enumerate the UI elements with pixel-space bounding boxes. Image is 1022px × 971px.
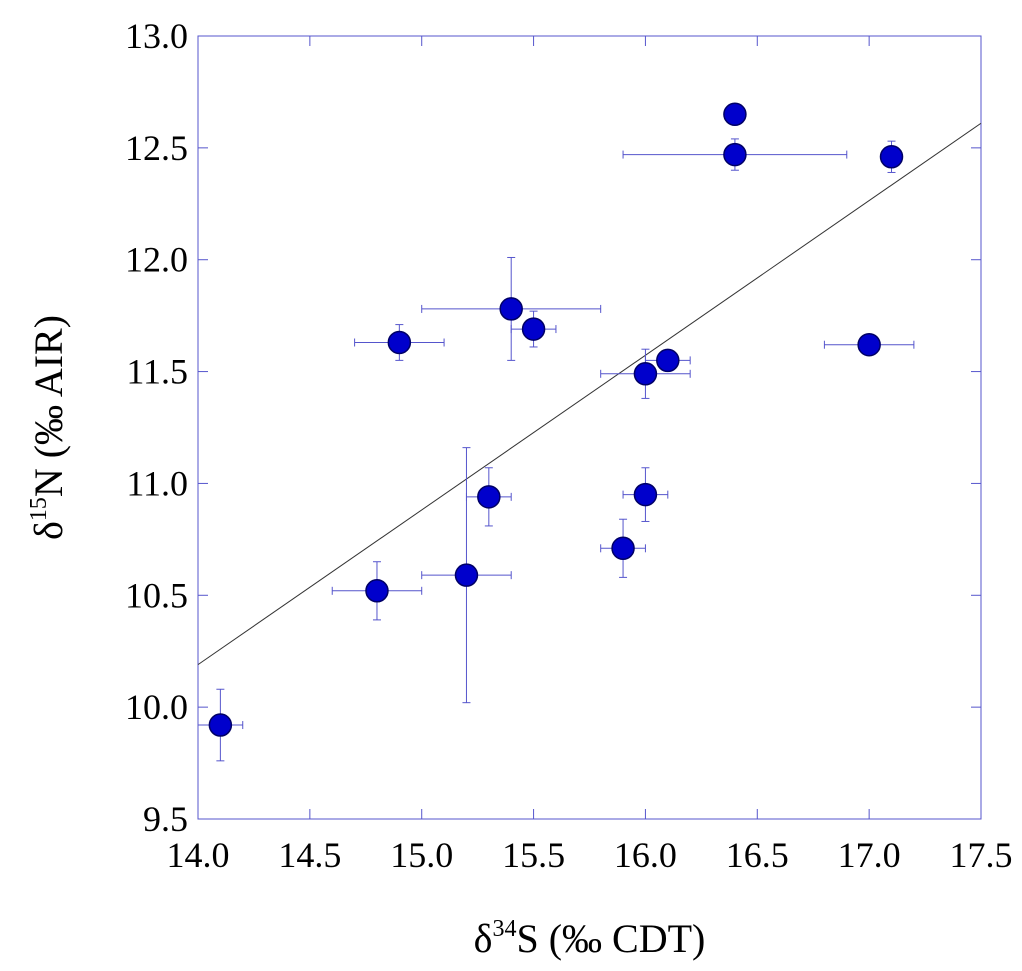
point — [656, 348, 680, 373]
plot-frame — [197, 35, 982, 820]
y-tick-label: 10.0 — [125, 687, 188, 727]
point — [611, 536, 635, 561]
x-tick-label: 16.0 — [614, 835, 677, 875]
point — [387, 330, 412, 355]
x-axis-label: δ34S (‰ CDT) — [474, 916, 706, 961]
y-tick-label: 12.0 — [125, 240, 188, 280]
y-tick-label: 9.5 — [143, 799, 188, 839]
y-tick-label: 11.0 — [126, 463, 188, 503]
x-tick-label: 14.5 — [278, 835, 341, 875]
x-tick-label: 17.5 — [950, 835, 1013, 875]
y-tick-label: 12.5 — [125, 128, 188, 168]
point — [454, 563, 479, 587]
point — [521, 317, 546, 341]
y-axis-label: δ15N (‰ AIR) — [26, 315, 71, 540]
x-tick-label: 15.5 — [502, 835, 565, 875]
y-tick-label: 11.5 — [126, 352, 188, 392]
x-tick-label: 17.0 — [838, 835, 901, 875]
point — [857, 332, 881, 357]
point — [633, 482, 658, 507]
y-axis-label-sup: 15 — [26, 497, 52, 521]
y-axis-label-main: N (‰ AIR) — [26, 315, 71, 497]
x-axis-label-sup: 34 — [492, 916, 516, 942]
x-axis-label-main: S (‰ CDT) — [516, 916, 705, 961]
x-tick-label: 15.0 — [390, 835, 453, 875]
y-tick-label: 13.0 — [125, 16, 188, 56]
x-tick-label: 16.5 — [726, 835, 789, 875]
point — [365, 579, 389, 603]
point — [879, 145, 904, 169]
y-tick-label: 10.5 — [125, 575, 188, 615]
point — [633, 362, 658, 386]
y-axis-label-prefix: δ — [26, 521, 71, 540]
point — [723, 102, 747, 127]
trend-line — [197, 122, 982, 666]
x-tick-label: 14.0 — [167, 835, 230, 875]
point — [723, 142, 747, 167]
point — [477, 485, 501, 509]
point — [499, 297, 523, 321]
point — [208, 713, 233, 737]
x-axis-label-prefix: δ — [474, 916, 493, 961]
